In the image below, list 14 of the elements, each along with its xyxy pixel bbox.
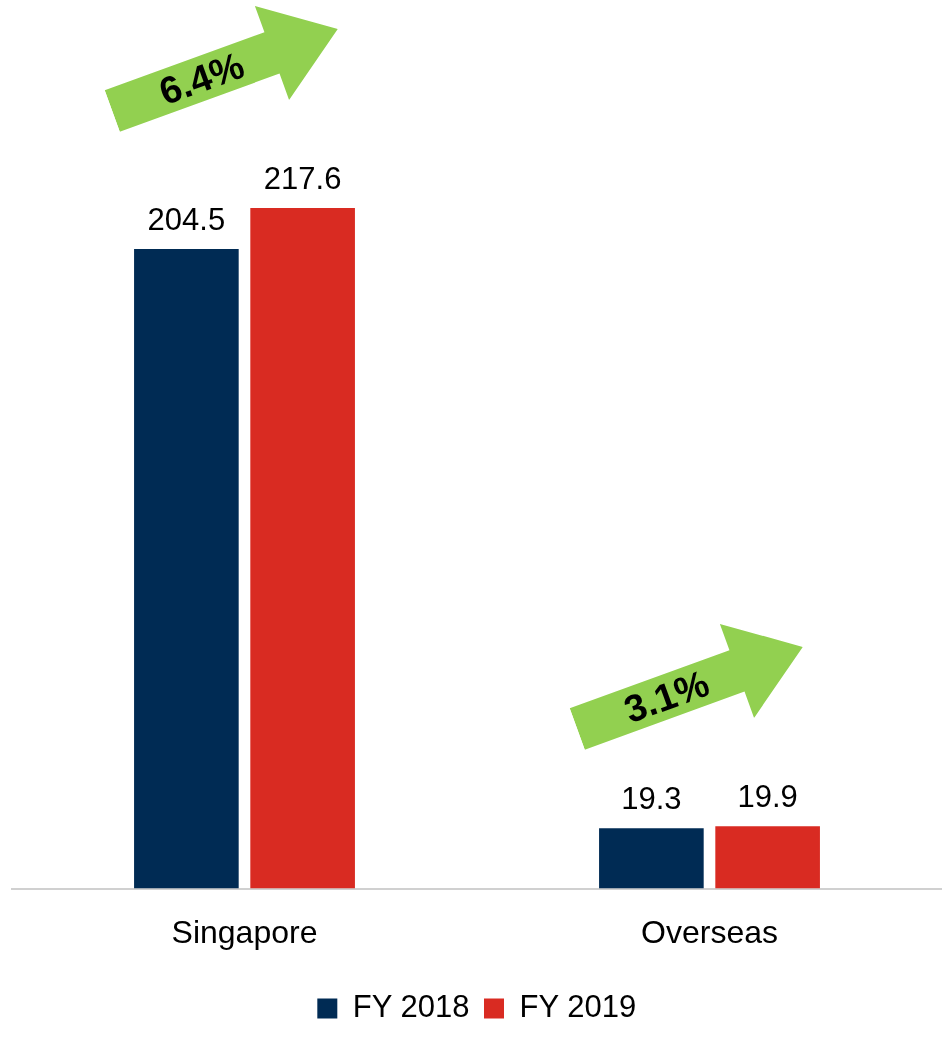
- data-label: 217.6: [263, 161, 342, 197]
- bar: [715, 826, 820, 889]
- text: 6.4%: [152, 43, 250, 116]
- data-label: 19.3: [621, 781, 682, 817]
- bar: [599, 828, 704, 889]
- data-label: 204.5: [147, 202, 226, 238]
- x-tick-label: Singapore: [171, 913, 318, 950]
- bar: [250, 208, 355, 889]
- annotation: 3.1%: [617, 661, 715, 734]
- legend-label: FY 2019: [519, 989, 637, 1025]
- x-tick-label: Overseas: [641, 913, 778, 950]
- legend-label: FY 2018: [352, 989, 470, 1025]
- bar: [134, 249, 239, 889]
- data-label: 19.9: [737, 779, 798, 815]
